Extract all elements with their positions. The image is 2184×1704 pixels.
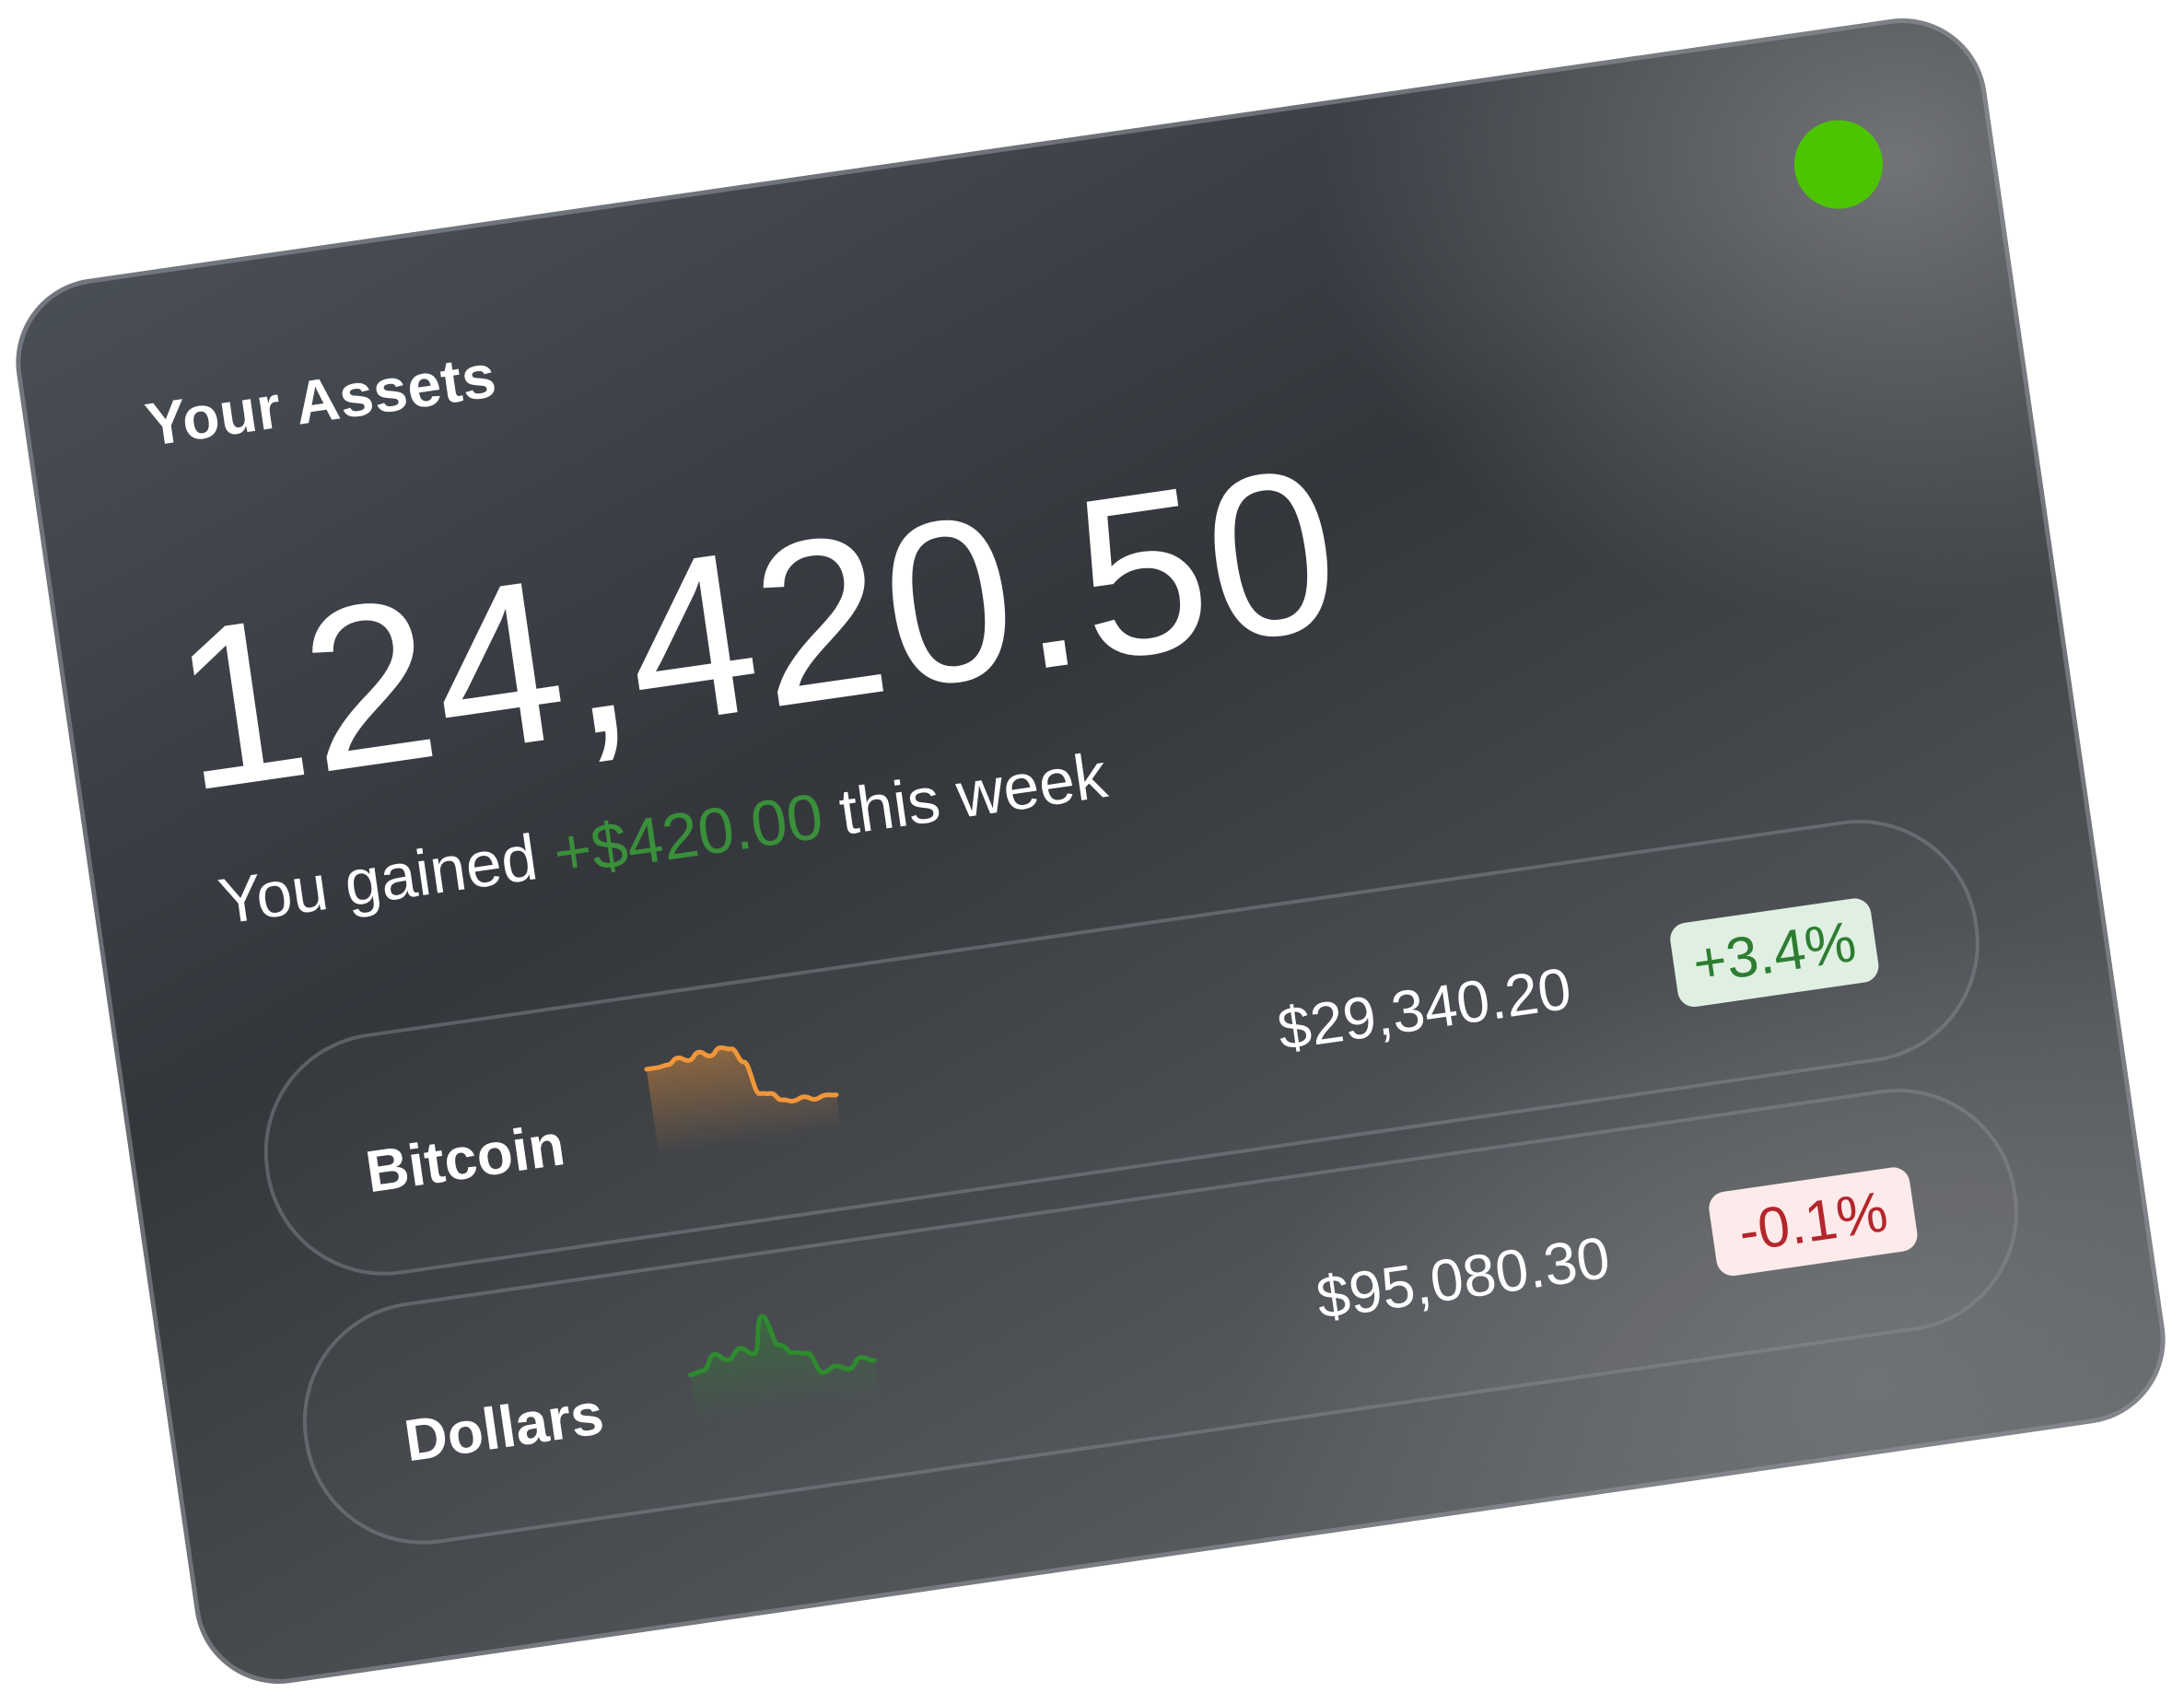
sparkline-dollars (688, 1313, 881, 1427)
asset-name: Bitcoin (361, 1111, 569, 1206)
asset-price: $95,080.30 (1312, 1223, 1614, 1332)
sparkline-area (646, 1047, 842, 1158)
total-balance: 124,420.50 (158, 418, 1355, 840)
gain-amount: +$420.00 (549, 779, 828, 890)
sparkline-bitcoin (644, 1045, 842, 1158)
change-badge: -0.1% (1706, 1165, 1920, 1278)
asset-name: Dollars (400, 1380, 608, 1475)
gain-suffix: this week (835, 739, 1112, 848)
sparkline-line (688, 1313, 877, 1378)
change-badge: +3.4% (1667, 896, 1881, 1010)
asset-price: $29,340.20 (1273, 954, 1575, 1063)
asset-row-dollars[interactable]: Dollars $95,080.30 -0.1% (287, 1073, 2034, 1560)
status-dot-icon (1788, 114, 1889, 215)
sparkline-area (690, 1316, 881, 1427)
card-title: Your Assets (141, 341, 501, 460)
assets-card: Your Assets 124,420.50 You gained +$420.… (5, 6, 2177, 1696)
asset-row-bitcoin[interactable]: Bitcoin $29,340.20 +3.4% (249, 804, 1995, 1291)
sparkline-line (644, 1045, 839, 1103)
gain-prefix: You gained (214, 821, 543, 939)
